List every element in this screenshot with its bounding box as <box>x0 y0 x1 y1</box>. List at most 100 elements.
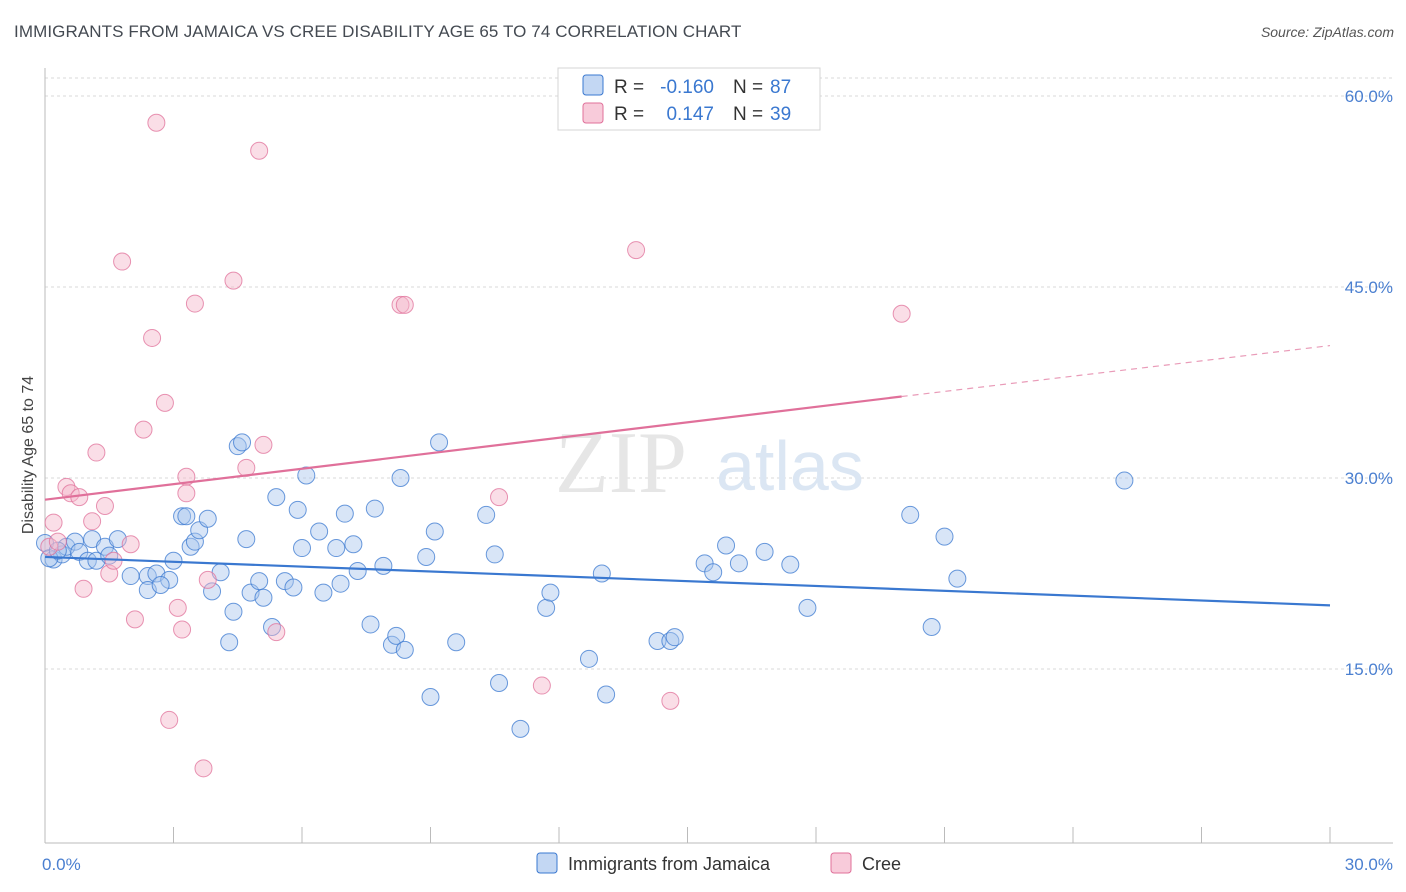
cree-point-9 <box>95 497 114 516</box>
cree-trend-extension <box>901 344 1331 398</box>
jamaica-point-42 <box>335 504 354 523</box>
jamaica-point-76 <box>901 505 920 524</box>
tick-labels: 15.0% 30.0% 45.0% 60.0% 0.0% 30.0% <box>42 87 1393 874</box>
jamaica-point-38 <box>297 466 316 485</box>
jamaica-point-56 <box>447 633 466 652</box>
cree-point-15 <box>134 420 153 439</box>
jamaica-point-43 <box>344 535 363 554</box>
jamaica-point-84 <box>151 575 170 594</box>
bottom-legend-swatch-pink <box>830 852 852 874</box>
bottom-legend-swatch-blue <box>536 852 558 874</box>
cree-point-33 <box>395 295 414 314</box>
jamaica-point-58 <box>485 545 504 564</box>
cree-point-21 <box>173 620 192 639</box>
cree-trend-line <box>44 395 902 501</box>
jamaica-point-39 <box>310 522 329 541</box>
jamaica-point-59 <box>490 674 509 693</box>
cree-point-24 <box>185 294 204 313</box>
y-tick-label-3: 60.0% <box>1345 87 1393 106</box>
cree-point-32 <box>391 295 410 314</box>
jamaica-point-55 <box>430 433 449 452</box>
legend-r-label-pink: R = <box>614 104 644 125</box>
legend-swatch-pink <box>582 102 604 124</box>
cree-point-0 <box>40 537 59 556</box>
cree-point-19 <box>160 710 179 729</box>
jamaica-trend-line <box>44 555 1331 607</box>
jamaica-point-19 <box>185 532 204 551</box>
jamaica-point-51 <box>395 640 414 659</box>
cree-point-2 <box>48 532 67 551</box>
jamaica-point-77 <box>922 617 941 636</box>
legend-r-label-blue: R = <box>614 77 644 98</box>
jamaica-point-44 <box>348 561 367 580</box>
legend-swatch-blue <box>582 74 604 96</box>
cree-point-27 <box>224 271 243 290</box>
jamaica-point-11 <box>121 567 140 586</box>
series-legend: Immigrants from Jamaica Cree <box>536 852 901 874</box>
jamaica-point-27 <box>233 433 252 452</box>
jamaica-point-40 <box>314 583 333 602</box>
y-axis-label: Disability Age 65 to 74 <box>20 376 37 534</box>
jamaica-point-17 <box>173 507 192 526</box>
cree-point-17 <box>147 113 166 132</box>
jamaica-point-61 <box>537 598 556 617</box>
jamaica-point-74 <box>781 555 800 574</box>
jamaica-point-24 <box>220 633 239 652</box>
jamaica-point-79 <box>948 569 967 588</box>
cree-point-36 <box>627 241 646 260</box>
y-tick-label-2: 45.0% <box>1345 278 1393 297</box>
watermark: ZIP atlas <box>555 415 864 512</box>
chart-title: IMMIGRANTS FROM JAMAICA VS CREE DISABILI… <box>14 22 742 41</box>
cree-point-7 <box>83 512 102 531</box>
cree-point-12 <box>113 252 132 271</box>
cree-point-38 <box>892 304 911 323</box>
grid-lines <box>45 77 1393 670</box>
y-tick-label-1: 30.0% <box>1345 469 1393 488</box>
jamaica-point-47 <box>374 556 393 575</box>
legend-n-value-blue: 87 <box>770 77 791 98</box>
cree-point-6 <box>74 579 93 598</box>
jamaica-point-41 <box>327 539 346 558</box>
source-credit: Source: ZipAtlas.com <box>1260 24 1394 40</box>
jamaica-point-86 <box>177 507 196 526</box>
cree-point-23 <box>177 484 196 503</box>
jamaica-point-53 <box>421 688 440 707</box>
legend-n-value-pink: 39 <box>770 104 791 125</box>
jamaica-point-80 <box>1115 471 1134 490</box>
jamaica-point-46 <box>365 499 384 518</box>
jamaica-point-21 <box>198 509 217 528</box>
jamaica-point-85 <box>331 574 350 593</box>
cree-point-28 <box>250 141 269 160</box>
jamaica-point-60 <box>511 719 530 738</box>
jamaica-point-49 <box>387 626 406 645</box>
cree-point-18 <box>155 393 174 412</box>
axes <box>44 68 1393 844</box>
jamaica-point-62 <box>541 583 560 602</box>
jamaica-point-15 <box>160 570 179 589</box>
stats-legend: R = -0.160 N = 87 R = 0.147 N = 39 <box>557 67 821 131</box>
legend-n-label-blue: N = <box>733 77 763 98</box>
jamaica-point-33 <box>267 488 286 507</box>
bottom-legend-label-jamaica: Immigrants from Jamaica <box>568 854 771 874</box>
jamaica-point-75 <box>798 598 817 617</box>
legend-r-value-blue: -0.160 <box>660 77 714 98</box>
jamaica-point-66 <box>648 631 667 650</box>
jamaica-point-63 <box>579 649 598 668</box>
jamaica-point-65 <box>597 685 616 704</box>
jamaica-point-57 <box>477 505 496 524</box>
cree-point-29 <box>254 435 273 454</box>
trend-lines <box>44 344 1331 607</box>
jamaica-point-36 <box>288 500 307 519</box>
jamaica-point-78 <box>935 527 954 546</box>
jamaica-point-54 <box>425 522 444 541</box>
cree-point-35 <box>532 676 551 695</box>
cree-point-20 <box>168 598 187 617</box>
legend-n-label-pink: N = <box>733 104 763 125</box>
jamaica-point-30 <box>250 572 269 591</box>
jamaica-point-64 <box>592 564 611 583</box>
jamaica-point-50 <box>391 469 410 488</box>
cree-point-34 <box>490 488 509 507</box>
jamaica-point-28 <box>237 530 256 549</box>
legend-r-value-pink: 0.147 <box>666 104 714 125</box>
